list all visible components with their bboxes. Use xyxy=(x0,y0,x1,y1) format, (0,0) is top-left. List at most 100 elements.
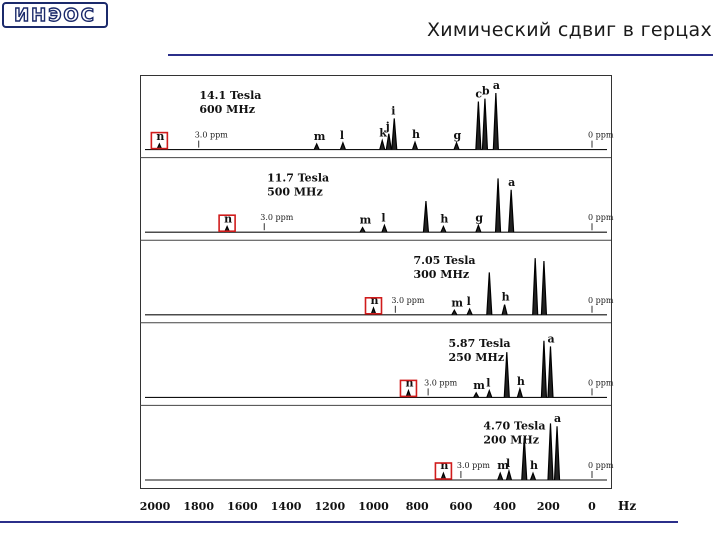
peak-label: m xyxy=(314,130,326,143)
logo-text: ИНЭОС xyxy=(14,5,96,26)
peak-label: l xyxy=(506,457,510,470)
peak-label: l xyxy=(467,295,471,308)
spectrum-peak xyxy=(501,304,508,315)
highlight-box xyxy=(218,214,236,232)
peak-label: i xyxy=(391,104,395,117)
spectrum-peak xyxy=(497,471,504,481)
spectrum-peak xyxy=(540,340,548,398)
peak-label: b xyxy=(482,85,490,98)
spectrum-peak xyxy=(451,309,458,316)
peak-label: a xyxy=(554,412,561,425)
field-strength-label: 5.87 Tesla xyxy=(448,337,510,350)
peak-label: l xyxy=(486,377,490,390)
peak-label: g xyxy=(475,211,483,224)
x-tick-label: 0 xyxy=(588,500,596,513)
peak-label: a xyxy=(547,332,554,345)
ppm-marker-label: 3.0 ppm xyxy=(260,213,294,222)
spectrum-peak xyxy=(516,386,523,398)
spectrum-peak xyxy=(466,307,473,316)
spectrum-peak xyxy=(385,133,392,150)
peak-label: h xyxy=(440,213,448,226)
x-tick-label: 800 xyxy=(406,500,429,513)
spectrum-peak xyxy=(547,346,554,398)
peak-label: j xyxy=(385,120,390,133)
ppm-marker-label: 0 ppm xyxy=(588,461,614,470)
peak-label: m xyxy=(497,459,509,472)
peak-label: n xyxy=(371,294,379,307)
field-strength-label: 7.05 Tesla xyxy=(414,254,476,267)
field-strength-label: 11.7 Tesla xyxy=(267,172,329,185)
spectrum-peak xyxy=(508,189,515,233)
peak-label: n xyxy=(440,459,448,472)
slide-title: Химический сдвиг в герцах xyxy=(426,19,712,41)
peak-label: m xyxy=(473,379,485,392)
x-axis-label: Hz xyxy=(618,499,636,513)
peak-label: n xyxy=(405,377,413,390)
ppm-marker-label: 0 ppm xyxy=(588,213,614,222)
ppm-marker-label: 0 ppm xyxy=(588,131,614,140)
spectrum-peak xyxy=(339,141,346,150)
peak-label: k xyxy=(379,127,387,140)
x-tick-label: 1000 xyxy=(358,500,389,513)
spectrum-peak xyxy=(494,178,502,233)
spectrum-peak xyxy=(391,118,398,150)
spectrum-peak xyxy=(481,98,489,150)
x-tick-label: 200 xyxy=(537,500,560,513)
spectrum-peak xyxy=(453,141,460,150)
highlight-box xyxy=(364,296,383,315)
spectrum-peak xyxy=(529,471,537,481)
x-tick-label: 2000 xyxy=(140,500,171,513)
frequency-label: 600 MHz xyxy=(199,103,255,116)
spectrum-peak xyxy=(486,388,493,398)
bottom-divider xyxy=(0,521,678,523)
ppm-marker-label: 3.0 ppm xyxy=(457,461,491,470)
ppm-marker-label: 3.0 ppm xyxy=(195,131,229,140)
spectrum-peak xyxy=(379,138,386,150)
spectrum-peak xyxy=(553,426,561,481)
field-strength-label: 14.1 Tesla xyxy=(199,89,261,102)
spectrum-peak xyxy=(505,468,513,481)
spectrum-peak xyxy=(411,140,419,150)
peak-label: a xyxy=(493,79,500,92)
x-tick-label: 600 xyxy=(449,500,472,513)
spectrum-peak xyxy=(547,423,554,481)
spectrum-peak xyxy=(492,92,499,150)
peak-label: h xyxy=(517,375,525,388)
spectrum-peak xyxy=(422,201,430,233)
x-tick-label: 400 xyxy=(493,500,516,513)
x-tick-label: 1200 xyxy=(314,500,345,513)
peak-label: m xyxy=(360,214,372,227)
peak-label: g xyxy=(454,129,462,142)
peak-label: h xyxy=(530,459,538,472)
spectrum-peak xyxy=(440,225,447,233)
spectrum-peak xyxy=(540,261,548,315)
field-strength-label: 4.70 Tesla xyxy=(483,419,545,432)
peak-label: n xyxy=(156,130,164,143)
spectrum-peak xyxy=(313,142,320,150)
spectrum-peak xyxy=(486,272,493,315)
spectrum-peak xyxy=(532,258,539,315)
spectrum-peak xyxy=(359,226,366,233)
spectrum-peak xyxy=(475,223,482,233)
spectra-frame xyxy=(140,75,612,489)
ppm-marker-label: 0 ppm xyxy=(588,378,614,387)
spectrum-peak xyxy=(475,101,482,150)
peak-label: m xyxy=(451,296,463,309)
ineos-logo: ИНЭОС xyxy=(2,2,108,28)
highlight-box xyxy=(434,462,453,480)
spectrum-peak xyxy=(503,352,510,398)
peak-label: h xyxy=(502,291,510,304)
ppm-marker-label: 0 ppm xyxy=(588,296,614,305)
spectrum-peak xyxy=(521,437,528,481)
peak-label: l xyxy=(340,129,344,142)
top-divider xyxy=(168,54,713,56)
peak-label: c xyxy=(475,87,482,100)
frequency-label: 250 MHz xyxy=(448,351,504,364)
highlight-box xyxy=(399,379,418,398)
peak-label: a xyxy=(508,176,515,189)
x-tick-label: 1400 xyxy=(271,500,302,513)
x-tick-label: 1800 xyxy=(183,500,214,513)
x-tick-label: 1600 xyxy=(227,500,258,513)
peak-label: h xyxy=(412,128,420,141)
